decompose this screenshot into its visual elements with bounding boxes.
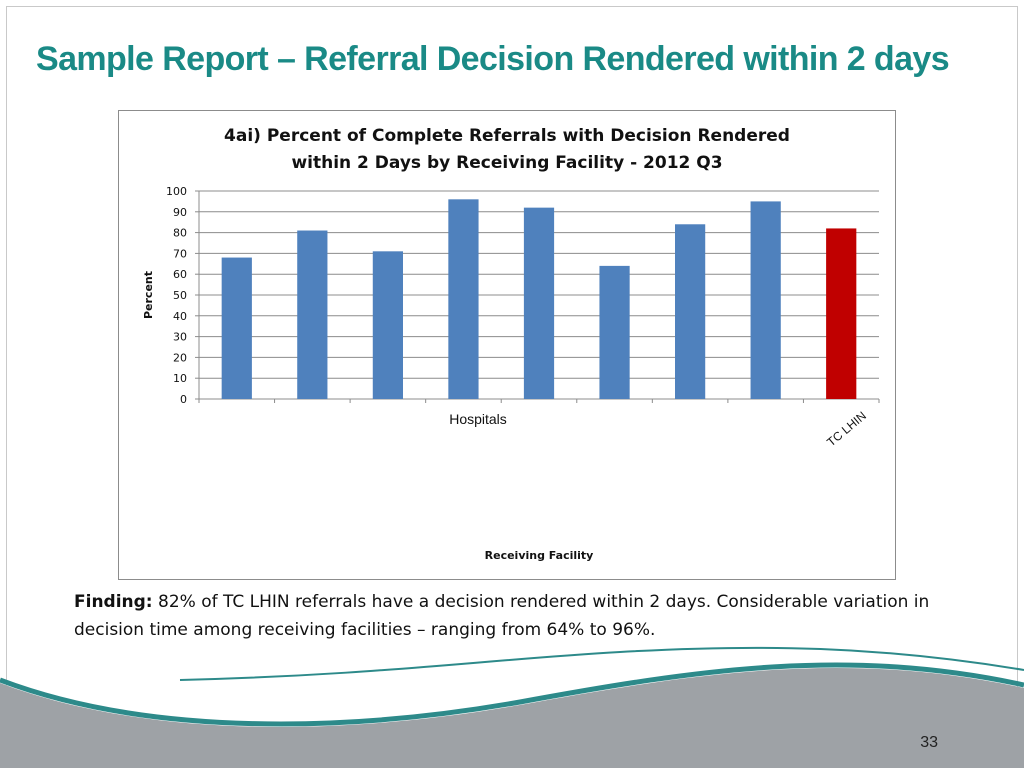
slide-title: Sample Report – Referral Decision Render… bbox=[36, 40, 950, 78]
y-tick-label: 50 bbox=[173, 289, 187, 302]
y-tick-label: 30 bbox=[173, 331, 187, 344]
y-tick-label: 90 bbox=[173, 206, 187, 219]
bar bbox=[599, 265, 630, 399]
bar bbox=[523, 207, 555, 399]
bar-chart: 4ai) Percent of Complete Referrals with … bbox=[142, 126, 880, 562]
group-label-hospitals: Hospitals bbox=[449, 411, 507, 427]
chart-container: 4ai) Percent of Complete Referrals with … bbox=[118, 110, 896, 580]
finding-label: Finding: bbox=[74, 592, 153, 612]
chart-title-line1: 4ai) Percent of Complete Referrals with … bbox=[224, 126, 790, 146]
bar bbox=[297, 230, 328, 399]
y-axis-label: Percent bbox=[142, 271, 155, 319]
y-tick-label: 20 bbox=[173, 351, 187, 364]
y-tick-label: 10 bbox=[173, 372, 187, 385]
bar bbox=[221, 257, 252, 399]
chart-title-line2: within 2 Days by Receiving Facility - 20… bbox=[291, 153, 722, 173]
finding-body: 82% of TC LHIN referrals have a decision… bbox=[74, 592, 930, 640]
y-tick-label: 0 bbox=[180, 393, 187, 406]
wave-teal-line bbox=[0, 662, 1024, 727]
x-axis-label: Receiving Facility bbox=[485, 549, 594, 562]
y-tick-label: 70 bbox=[173, 247, 187, 260]
wave-teal-line-upper bbox=[179, 646, 1024, 681]
finding-text: Finding: 82% of TC LHIN referrals have a… bbox=[74, 588, 954, 644]
bar bbox=[675, 224, 706, 399]
bar bbox=[750, 201, 781, 399]
bar bbox=[372, 251, 403, 399]
y-tick-label: 60 bbox=[173, 268, 187, 281]
y-tick-label: 80 bbox=[173, 227, 187, 240]
y-tick-label: 100 bbox=[166, 185, 187, 198]
bar bbox=[826, 228, 857, 399]
page-number: 33 bbox=[920, 734, 938, 751]
bar bbox=[448, 199, 479, 399]
y-tick-label: 40 bbox=[173, 310, 187, 323]
wave-gray-band bbox=[0, 667, 1024, 768]
